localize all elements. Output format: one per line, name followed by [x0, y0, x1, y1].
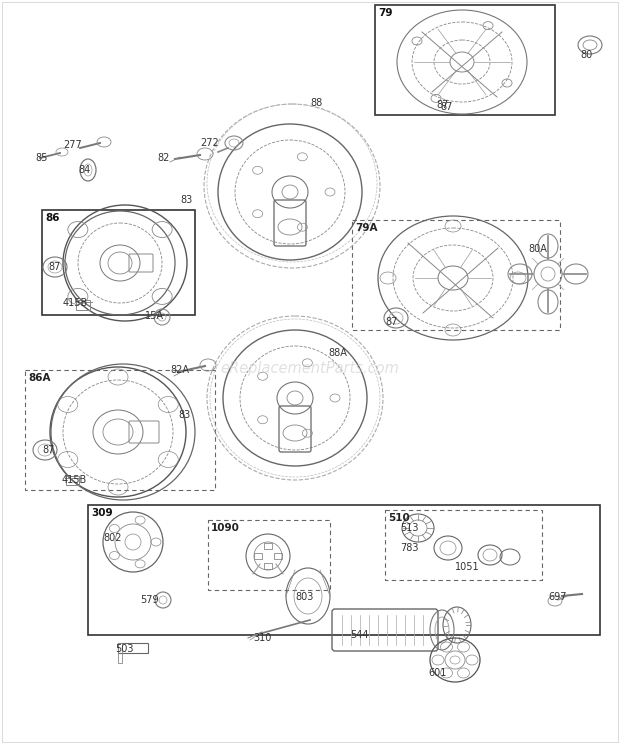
Text: 87: 87 [385, 317, 397, 327]
Text: 80: 80 [580, 50, 592, 60]
Text: 579: 579 [140, 595, 159, 605]
Bar [352, 220, 560, 330]
Text: 601: 601 [428, 668, 446, 678]
Bar [208, 520, 330, 590]
Text: 513: 513 [400, 523, 419, 533]
Text: 415B: 415B [63, 298, 88, 308]
Text: 803: 803 [295, 592, 313, 602]
Text: 415B: 415B [62, 475, 87, 485]
Bar [385, 510, 542, 580]
Bar [88, 505, 600, 635]
Text: 79: 79 [378, 8, 392, 18]
Bar [264, 563, 272, 569]
Text: eReplacementParts.com: eReplacementParts.com [221, 361, 399, 376]
Text: 15A: 15A [145, 311, 164, 321]
Text: 310: 310 [253, 633, 272, 643]
Text: 82: 82 [157, 153, 169, 163]
Text: 88: 88 [310, 98, 322, 108]
Text: 783: 783 [400, 543, 419, 553]
Bar [264, 543, 272, 549]
Bar [66, 476, 79, 485]
Text: 309: 309 [91, 508, 113, 518]
Bar [25, 370, 215, 490]
Text: 697: 697 [548, 592, 567, 602]
Text: 87: 87 [440, 102, 453, 112]
Bar [274, 553, 282, 559]
Text: 87: 87 [48, 262, 60, 272]
Text: 87: 87 [436, 100, 448, 110]
Text: 544: 544 [350, 630, 368, 640]
Text: 85: 85 [35, 153, 47, 163]
Bar [42, 210, 195, 315]
Text: 83: 83 [180, 195, 192, 205]
Text: 86A: 86A [28, 373, 50, 383]
Bar [118, 643, 122, 663]
Text: 510: 510 [388, 513, 410, 523]
Bar [375, 5, 555, 115]
Text: 503: 503 [115, 644, 133, 654]
Bar [254, 553, 262, 559]
Text: 802: 802 [103, 533, 122, 543]
Text: 84: 84 [78, 165, 91, 175]
Text: 1051: 1051 [455, 562, 480, 572]
Text: 1090: 1090 [211, 523, 240, 533]
Text: 79A: 79A [355, 223, 378, 233]
Text: 87: 87 [42, 445, 55, 455]
Text: 272: 272 [200, 138, 219, 148]
Bar [76, 300, 90, 310]
Text: 83: 83 [178, 410, 190, 420]
Text: 277: 277 [63, 140, 82, 150]
Text: 80A: 80A [528, 244, 547, 254]
Text: 86: 86 [45, 213, 60, 223]
Text: 82A: 82A [170, 365, 189, 375]
Bar [118, 643, 148, 653]
Text: 88A: 88A [328, 348, 347, 358]
